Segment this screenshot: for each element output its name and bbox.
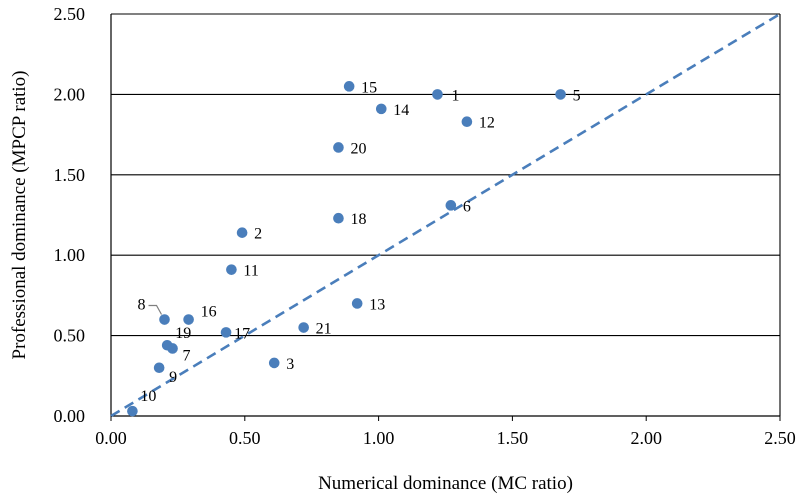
point-label-3: 3 bbox=[286, 356, 294, 373]
point-label-16: 16 bbox=[201, 304, 217, 321]
point-label-15: 15 bbox=[361, 79, 377, 96]
point-label-1: 1 bbox=[451, 87, 459, 104]
data-point-12 bbox=[461, 116, 473, 128]
reference-line-group bbox=[110, 12, 781, 418]
y-tick-label-3: 1.50 bbox=[54, 165, 86, 185]
point-label-6: 6 bbox=[463, 198, 471, 215]
point-label-14: 14 bbox=[393, 102, 409, 119]
point-label-21: 21 bbox=[316, 321, 332, 338]
data-points bbox=[127, 81, 566, 417]
data-point-14 bbox=[375, 103, 387, 115]
point-label-13: 13 bbox=[369, 296, 385, 313]
y-tick-label-2: 1.00 bbox=[54, 245, 86, 265]
data-point-18 bbox=[333, 212, 344, 224]
data-point-13 bbox=[351, 298, 363, 309]
y-tick-label-1: 0.50 bbox=[54, 326, 86, 346]
point-label-5: 5 bbox=[573, 87, 581, 104]
reference-line bbox=[110, 12, 781, 418]
point-label-12: 12 bbox=[479, 115, 495, 132]
data-point-15 bbox=[343, 81, 355, 92]
data-point-1 bbox=[432, 89, 443, 100]
data-point-6 bbox=[445, 200, 457, 211]
point-label-17: 17 bbox=[234, 325, 250, 342]
point-label-20: 20 bbox=[350, 140, 366, 157]
y-axis-title: Professional dominance (MPCP ratio) bbox=[9, 70, 30, 359]
x-tick-label-1: 0.50 bbox=[229, 428, 261, 448]
point-label-19: 19 bbox=[175, 325, 191, 342]
point-label-9: 9 bbox=[169, 369, 177, 386]
leader-line-8 bbox=[148, 304, 163, 315]
point-label-11: 11 bbox=[243, 263, 258, 280]
point-label-18: 18 bbox=[350, 211, 366, 228]
data-point-9 bbox=[153, 362, 165, 374]
y-tick-labels: 0.00 0.50 1.00 1.50 2.00 2.50 bbox=[54, 4, 86, 426]
x-tick-label-4: 2.00 bbox=[630, 428, 662, 448]
x-tick-label-0: 0.00 bbox=[95, 428, 127, 448]
data-point-17 bbox=[220, 327, 232, 338]
point-label-10: 10 bbox=[140, 388, 156, 405]
data-point-10 bbox=[127, 405, 138, 417]
data-point-19 bbox=[161, 339, 173, 351]
data-point-11 bbox=[226, 264, 237, 275]
point-label-8: 8 bbox=[138, 297, 146, 314]
y-tick-label-5: 2.50 bbox=[54, 4, 86, 24]
data-point-5 bbox=[555, 89, 566, 100]
y-tick-label-0: 0.00 bbox=[54, 406, 86, 426]
point-label-7: 7 bbox=[183, 347, 191, 364]
x-tick-labels: 0.00 0.50 1.00 1.50 2.00 2.50 bbox=[95, 416, 796, 448]
point-label-2: 2 bbox=[254, 226, 262, 243]
x-tick-label-2: 1.00 bbox=[363, 428, 395, 448]
x-tick-label-3: 1.50 bbox=[497, 428, 529, 448]
data-point-20 bbox=[333, 142, 344, 153]
y-tick-label-4: 2.00 bbox=[54, 84, 86, 104]
x-axis-title: Numerical dominance (MC ratio) bbox=[318, 473, 573, 494]
data-point-21 bbox=[298, 322, 309, 333]
data-point-8 bbox=[159, 314, 170, 325]
x-tick-label-5: 2.50 bbox=[764, 428, 796, 448]
data-point-16 bbox=[183, 314, 194, 325]
data-point-2 bbox=[236, 227, 248, 238]
data-point-3 bbox=[268, 357, 280, 369]
